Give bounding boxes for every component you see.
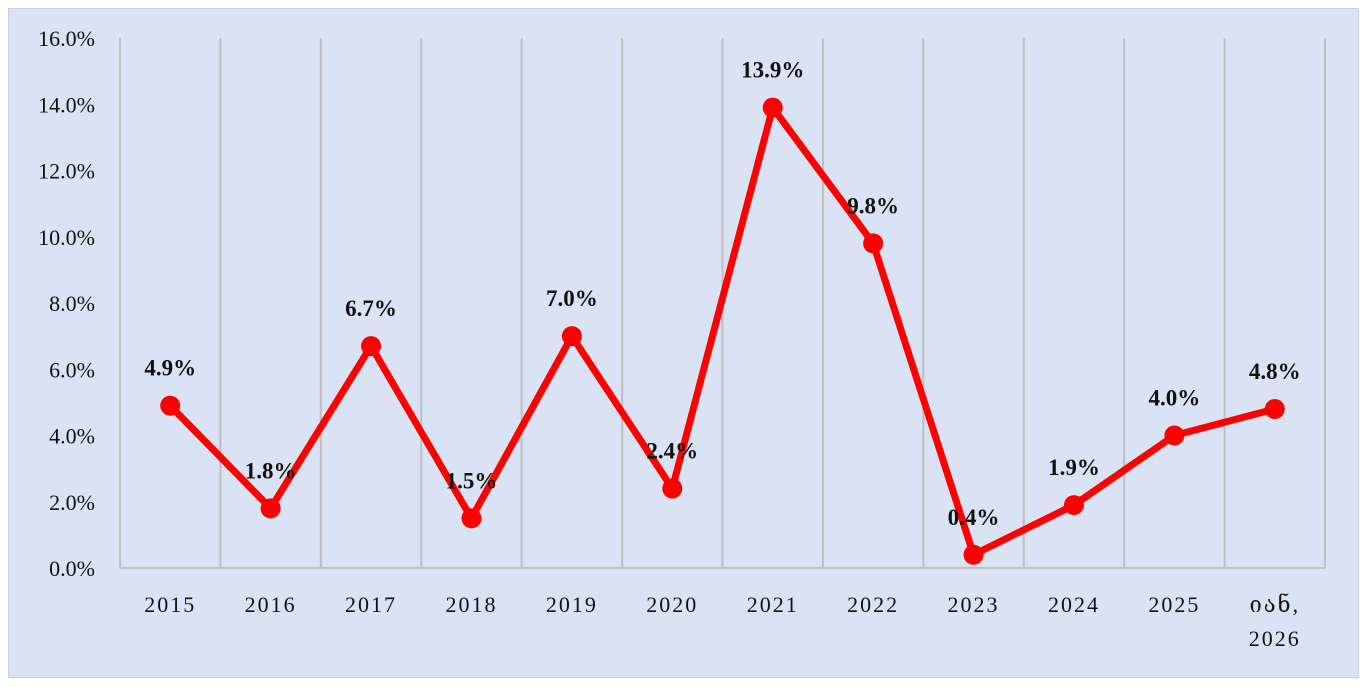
data-label: 0.4%	[948, 505, 1000, 530]
data-point	[260, 498, 281, 519]
data-label: 7.0%	[546, 286, 598, 311]
y-tick-label: 8.0%	[49, 291, 95, 316]
data-label: 6.7%	[345, 296, 397, 321]
x-tick-label: 2025	[1148, 592, 1200, 617]
data-label: 13.9%	[741, 58, 804, 83]
data-label: 4.9%	[144, 356, 196, 381]
data-point	[361, 336, 382, 357]
data-point	[762, 97, 783, 118]
x-tick-label: 2023	[948, 592, 1000, 617]
x-tick-label: 2022	[847, 592, 899, 617]
x-tick-label: 2018	[445, 592, 497, 617]
data-point	[1063, 495, 1084, 516]
y-tick-label: 14.0%	[38, 92, 95, 117]
y-tick-label: 2.0%	[49, 490, 95, 515]
y-tick-label: 10.0%	[38, 225, 95, 250]
y-tick-label: 12.0%	[38, 159, 95, 184]
data-point	[963, 544, 984, 565]
x-tick-label: 2019	[546, 592, 598, 617]
data-point	[662, 478, 683, 499]
y-tick-label: 6.0%	[49, 357, 95, 382]
x-tick-label: 2016	[245, 592, 297, 617]
data-label: 1.9%	[1048, 455, 1100, 480]
chart-area	[8, 8, 1359, 678]
y-tick-label: 4.0%	[49, 424, 95, 449]
data-label: 1.8%	[245, 458, 297, 483]
series-line	[167, 104, 1276, 559]
x-tick-label: 2015	[144, 592, 196, 617]
x-tick-label: 2017	[345, 592, 397, 617]
data-label: 4.8%	[1249, 359, 1301, 384]
data-point	[1264, 399, 1285, 419]
data-label: 1.5%	[446, 468, 498, 493]
x-tick-label: 2026	[1249, 626, 1301, 651]
data-point	[561, 326, 582, 347]
x-tick-label: 2020	[646, 592, 698, 617]
x-tick-label: 2021	[747, 592, 799, 617]
x-tick-label: 2024	[1048, 592, 1100, 617]
data-label: 9.8%	[847, 193, 899, 218]
data-label: 4.0%	[1149, 386, 1201, 411]
y-tick-label: 16.0%	[38, 26, 95, 51]
data-point	[1164, 425, 1185, 446]
x-tick-label: იან,	[1249, 592, 1300, 617]
y-tick-label: 0.0%	[49, 556, 95, 581]
data-point	[461, 508, 482, 529]
data-point	[160, 395, 181, 416]
data-point	[863, 233, 884, 254]
data-label: 2.4%	[646, 439, 698, 464]
